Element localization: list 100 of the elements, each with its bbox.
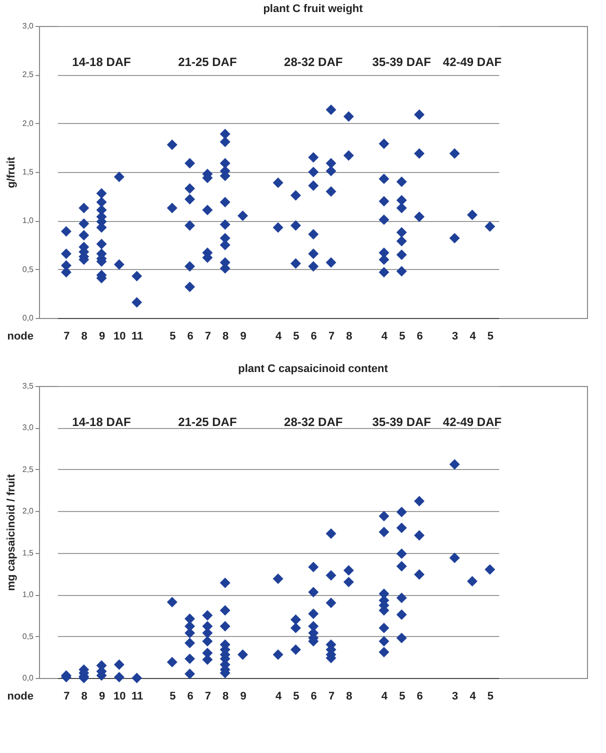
y-tick-label: 1,5 [22,168,34,176]
x-tick-label: 10 [114,330,126,342]
point [220,578,230,588]
x-tick-label: 7 [64,690,70,702]
point [378,622,390,634]
point [220,158,230,168]
x-tick-label: 5 [293,690,300,702]
point [484,221,496,232]
point [467,210,478,220]
point [114,672,124,682]
point [184,183,196,194]
annotation: 21-25 DAF [178,55,237,69]
annotation: 14-18 DAF [72,415,131,429]
point [378,138,390,150]
point [308,180,319,191]
point [378,174,390,184]
point [114,259,124,270]
x-tick-label: 6 [310,690,317,702]
x-tick-label: 7 [328,330,335,342]
x-tick-label: 10 [114,690,126,702]
point [326,570,336,581]
x-tick-label: 8 [222,690,229,702]
x-tick-label: 8 [222,330,229,342]
x-tick-label: 7 [204,690,212,702]
point [166,202,178,214]
x-tick-label: 8 [346,330,352,342]
point [238,649,248,660]
y-tick-label: 3,0 [22,22,34,30]
point [184,282,196,292]
point [396,609,407,620]
x-tick-label: 4 [381,330,388,342]
x-axis-title: node [7,330,34,342]
x-tick-label: 5 [399,330,406,342]
point [396,202,407,214]
x-tick-label: 8 [81,690,88,702]
point [396,194,407,206]
chart-title: plant C fruit weight [263,3,364,15]
point [326,528,336,539]
point [220,605,230,616]
point [343,150,354,161]
annotation: 21-25 DAF [178,415,237,429]
annotation: 35-39 DAF [372,55,431,69]
annotation: 35-39 DAF [372,415,431,429]
point [378,636,390,647]
chart-title: plant C capsaicinoid content [238,363,388,375]
point [414,530,425,541]
y-tick-label: 1,0 [22,216,34,226]
point [78,202,90,214]
y-tick-label: 2,0 [22,118,34,128]
point [96,188,107,199]
point [202,636,213,647]
point [132,270,142,282]
y-axis-title: mg capsaicinoid / fruit [5,474,18,591]
point [60,248,72,260]
x-tick-label: 5 [170,690,176,702]
point [290,220,301,231]
point [378,214,390,225]
point [78,218,90,229]
x-tick-label: 7 [328,690,335,702]
x-tick-label: 5 [399,690,406,702]
point [114,659,124,670]
point [184,158,196,168]
point [166,656,178,668]
point [378,267,390,278]
point [308,586,319,598]
y-tick-label: 1,0 [22,590,34,600]
point [96,196,107,208]
x-tick-label: 5 [170,330,176,342]
point [60,226,72,237]
point [272,177,284,188]
annotation: 14-18 DAF [72,55,131,69]
x-tick-label: 6 [416,330,423,342]
point [308,166,319,178]
point [220,621,230,632]
x-tick-label: 6 [416,690,423,702]
point [184,638,196,648]
y-tick-label: 2,5 [22,70,34,80]
point [343,576,354,588]
point [396,227,407,238]
point [378,510,390,522]
point [184,261,196,272]
point [184,194,196,204]
x-tick-label: 3 [452,330,458,342]
point [308,261,319,272]
point [290,622,301,634]
x-tick-label: 4 [276,330,282,342]
x-tick-label: 4 [470,690,477,702]
point [449,148,460,159]
point [343,565,354,576]
point [396,522,407,534]
y-tick-label: 1,5 [22,548,34,558]
x-tick-label: 7 [64,330,70,342]
point [220,219,230,230]
x-tick-label: 5 [487,330,494,342]
y-axis-title: g/fruit [5,156,18,188]
point [396,266,407,277]
point [484,564,496,575]
x-tick-label: 6 [187,690,194,702]
point [308,229,319,240]
x-tick-label: 4 [470,330,477,342]
